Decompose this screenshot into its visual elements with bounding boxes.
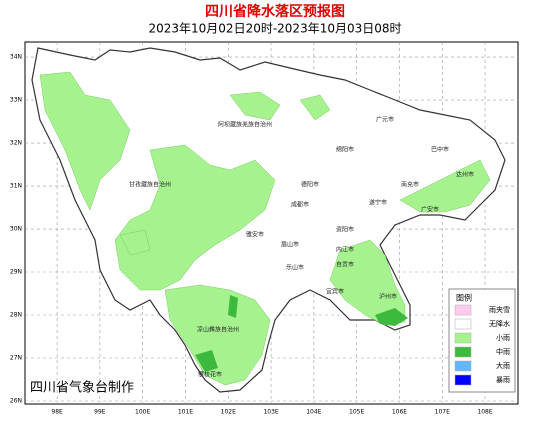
city-label: 内江市 xyxy=(336,246,354,254)
x-tick-label: 108E xyxy=(477,409,492,416)
x-tick-label: 101E xyxy=(178,409,193,416)
y-tick-label: 30N xyxy=(10,226,22,233)
legend-label: 大雨 xyxy=(496,361,510,370)
x-tick-label: 99E xyxy=(94,409,106,416)
title: 四川省降水落区预报图 xyxy=(205,3,345,20)
y-tick-label: 29N xyxy=(10,269,22,276)
y-tick-label: 26N xyxy=(10,397,22,404)
city-label: 遂宁市 xyxy=(369,199,387,207)
city-label: 攀枝花市 xyxy=(198,371,222,379)
city-label: 广安市 xyxy=(421,206,439,214)
city-label: 甘孜藏族自治州 xyxy=(129,181,171,189)
legend-swatch xyxy=(454,304,472,316)
x-tick-label: 98E xyxy=(51,409,63,416)
y-tick-label: 32N xyxy=(10,140,22,147)
city-label: 达州市 xyxy=(456,171,474,179)
legend-label: 雨夹雪 xyxy=(489,305,510,314)
city-label: 雅安市 xyxy=(246,231,264,239)
city-label: 眉山市 xyxy=(281,241,299,249)
legend-swatch xyxy=(454,374,472,386)
x-tick-label: 103E xyxy=(263,409,278,416)
subtitle: 2023年10月02日20时-2023年10月03日08时 xyxy=(148,22,401,36)
city-label: 巴中市 xyxy=(431,146,449,154)
y-tick-label: 31N xyxy=(10,183,22,190)
x-tick-label: 100E xyxy=(135,409,150,416)
x-tick-label: 107E xyxy=(435,409,450,416)
city-label: 自贡市 xyxy=(336,261,354,269)
legend-swatch xyxy=(454,318,472,330)
x-tick-label: 105E xyxy=(349,409,364,416)
legend-label: 暴雨 xyxy=(496,376,510,384)
city-label: 德阳市 xyxy=(301,181,319,189)
city-label: 宜宾市 xyxy=(326,288,344,296)
x-tick-label: 106E xyxy=(392,409,407,416)
legend-swatch xyxy=(454,332,472,344)
footer: 四川省气象台制作 xyxy=(30,380,134,396)
city-label: 广元市 xyxy=(376,116,394,124)
city-label: 资阳市 xyxy=(336,226,354,234)
y-tick-label: 33N xyxy=(10,97,22,104)
city-label: 泸州市 xyxy=(379,293,397,301)
city-label: 凉山彝族自治州 xyxy=(197,326,239,334)
legend-label: 无降水 xyxy=(489,319,510,328)
city-label: 绵阳市 xyxy=(336,146,354,154)
city-label: 乐山市 xyxy=(286,264,304,272)
legend-swatch xyxy=(454,360,472,372)
x-tick-label: 104E xyxy=(306,409,321,416)
legend-swatch xyxy=(454,346,472,358)
city-label: 阿坝藏族羌族自治州 xyxy=(218,121,272,129)
moderate-rain-areas xyxy=(195,295,408,372)
city-label: 成都市 xyxy=(291,201,309,209)
y-tick-label: 28N xyxy=(10,312,22,319)
legend-label: 中雨 xyxy=(496,347,510,356)
city-label: 南充市 xyxy=(401,181,419,189)
x-tick-label: 102E xyxy=(221,409,236,416)
legend-title: 图例 xyxy=(456,293,472,303)
light-rain-areas xyxy=(39,71,491,386)
y-tick-label: 27N xyxy=(10,354,22,361)
y-tick-label: 34N xyxy=(10,54,22,61)
legend-label: 小雨 xyxy=(496,333,510,342)
